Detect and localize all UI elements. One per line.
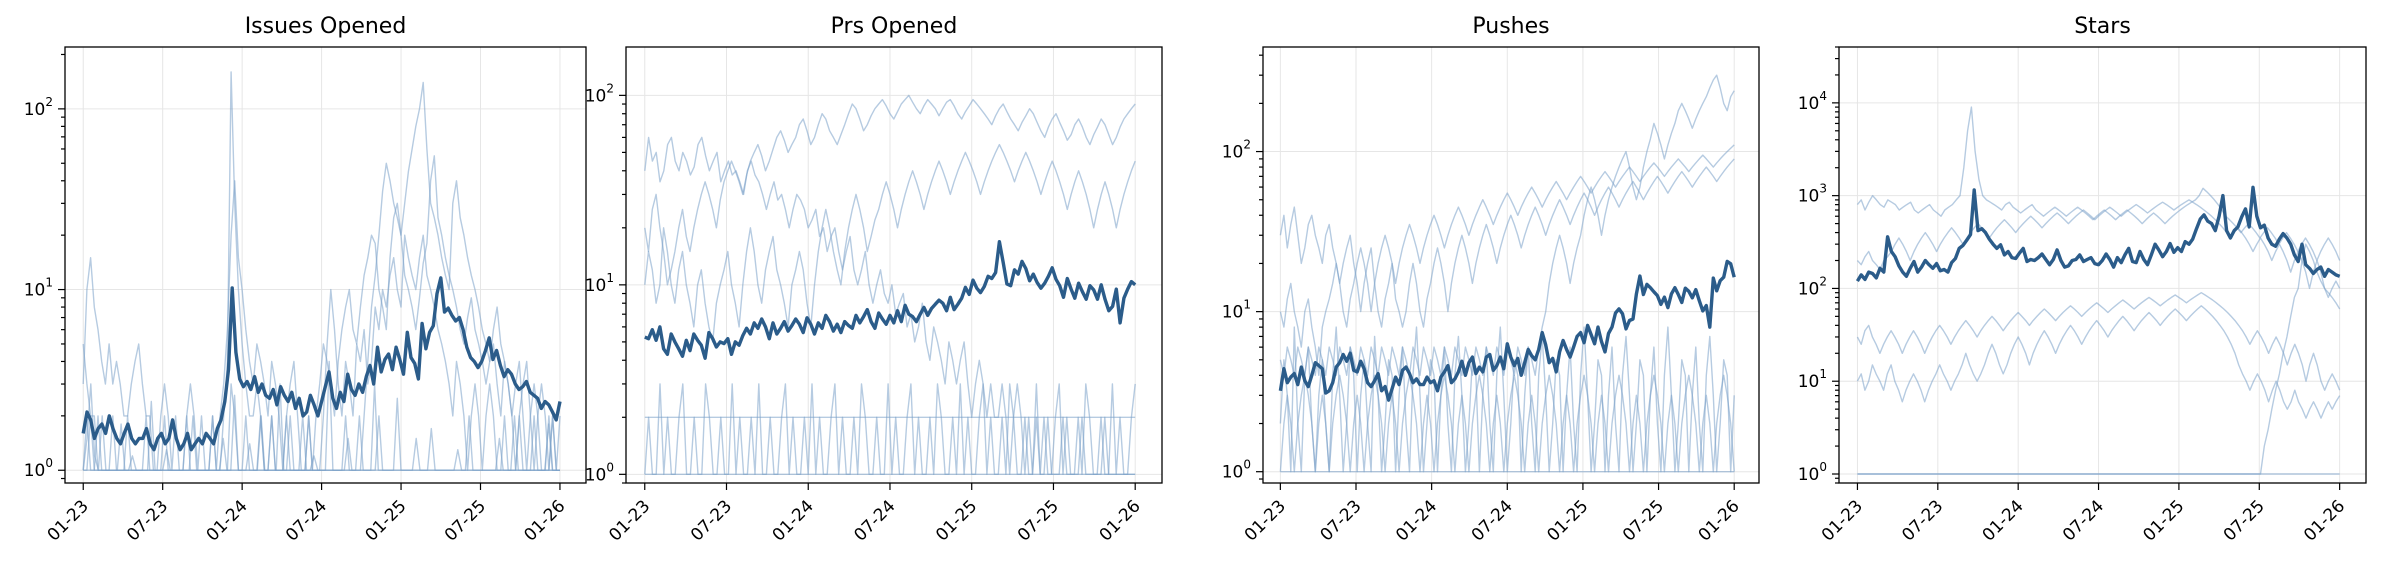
x-tick-label: 07-25	[1014, 496, 1063, 545]
x-tick-label: 01-26	[2300, 496, 2349, 545]
chart-title: Stars	[2074, 14, 2131, 39]
x-tick-label: 07-24	[282, 496, 331, 545]
series-line-repo-5	[1856, 199, 2341, 299]
series-line-repo-6	[82, 343, 560, 471]
y-tick-label: 101	[585, 271, 614, 296]
x-tick-label: 01-26	[1695, 496, 1744, 545]
x-tick-label: 07-25	[1619, 496, 1668, 545]
x-tick-label: 01-24	[203, 496, 252, 545]
series-line-repo-2	[644, 94, 1136, 286]
chart-panel-3: 100 101 102 01-23 07-23 01-24 07-24 01-25 07-25 0…	[1222, 14, 1760, 545]
y-tick-label: 104	[1798, 89, 1827, 114]
chart-panel-4: 100 101 102 103 104 01-23 07-23 01-24 07-24 01-25…	[1798, 14, 2367, 545]
x-tick-label: 07-23	[123, 496, 172, 545]
x-tick-label: 01-25	[2139, 496, 2188, 545]
x-tick-label: 01-23	[1818, 496, 1867, 545]
series-line-repo-4	[644, 143, 1136, 343]
chart-title: Prs Opened	[831, 14, 958, 39]
series-line-repo-5	[82, 234, 560, 471]
series-line-repo-3	[1279, 326, 1735, 473]
series-line-mean	[81, 276, 562, 452]
x-tick-label: 07-23	[1316, 496, 1365, 545]
x-tick-label: 01-26	[520, 496, 569, 545]
y-tick-label: 100	[1222, 458, 1251, 483]
x-tick-label: 01-25	[932, 496, 981, 545]
series-line-repo-6	[1856, 305, 2341, 419]
y-tick-label: 102	[585, 81, 614, 106]
y-tick-label: 100	[1798, 460, 1827, 485]
plot-frame	[625, 46, 1163, 484]
plot-frame	[1262, 46, 1760, 484]
x-tick-label: 01-23	[1241, 496, 1290, 545]
x-tick-label: 01-23	[605, 496, 654, 545]
series-line-mean	[1855, 185, 2341, 282]
x-tick-label: 07-24	[2059, 496, 2108, 545]
chart-title: Issues Opened	[245, 14, 407, 39]
x-tick-label: 01-24	[1392, 496, 1441, 545]
series-line-repo-5	[1279, 374, 1735, 473]
chart-panel-2: 100 101 102 01-23 07-23 01-24 07-24 01-25 07-25 0…	[585, 14, 1163, 545]
x-tick-label: 01-24	[1979, 496, 2028, 545]
y-tick-label: 100	[24, 456, 53, 481]
series-line-repo-1	[1279, 158, 1735, 328]
y-tick-label: 101	[1798, 367, 1827, 392]
y-tick-label: 101	[24, 276, 53, 301]
y-tick-label: 102	[1798, 274, 1827, 299]
chart-title: Pushes	[1472, 14, 1549, 39]
y-tick-label: 102	[24, 95, 53, 120]
y-tick-label: 101	[1222, 298, 1251, 323]
series-line-mean	[1278, 259, 1736, 402]
y-tick-label: 102	[1222, 138, 1251, 163]
x-tick-label: 01-26	[1096, 496, 1145, 545]
x-tick-label: 01-23	[44, 496, 93, 545]
x-tick-label: 07-25	[441, 496, 490, 545]
series-line-repo-2	[82, 155, 561, 471]
x-tick-label: 07-25	[2220, 496, 2269, 545]
series-line-repo-6	[1279, 144, 1735, 376]
x-tick-label: 01-24	[769, 496, 818, 545]
series-line-repo-3	[1856, 292, 2341, 391]
plot-frame	[64, 46, 587, 484]
x-tick-label: 07-24	[1468, 496, 1517, 545]
x-tick-label: 07-23	[687, 496, 736, 545]
series-line-mean	[644, 239, 1137, 360]
x-tick-label: 07-23	[1898, 496, 1947, 545]
x-tick-label: 01-25	[362, 496, 411, 545]
series-line-repo-4	[1857, 243, 2341, 475]
y-tick-label: 100	[585, 460, 614, 485]
chart-panel-1: 100 101 102 01-23 07-23 01-24 07-24 01-25 07-25 0…	[24, 14, 587, 545]
x-tick-label: 01-25	[1543, 496, 1592, 545]
series-line-repo-2	[1856, 106, 2341, 262]
plot-frame	[1838, 46, 2367, 484]
x-tick-label: 07-24	[850, 496, 899, 545]
y-tick-label: 103	[1798, 182, 1827, 207]
